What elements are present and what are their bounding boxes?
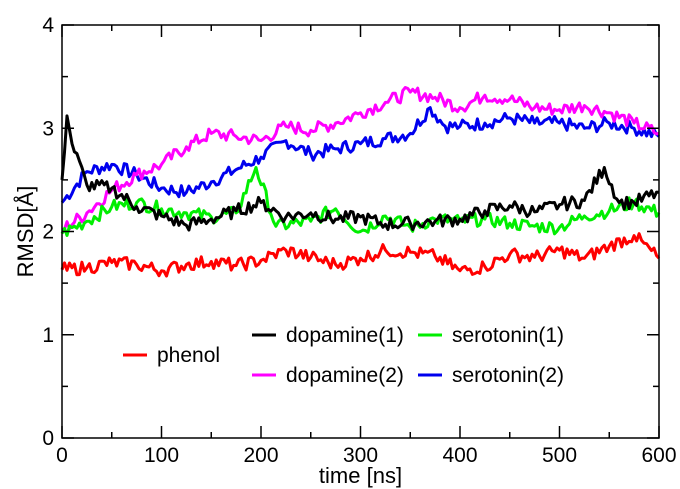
x-tick-label: 300 (343, 444, 378, 467)
series-line-dopamine-1 (60, 114, 660, 232)
x-tick-label: 600 (641, 444, 676, 467)
series-line-phenol (60, 232, 661, 278)
legend: phenol dopamine(1) serotonin(1) dopamine(2)… (123, 324, 564, 387)
legend-label-phenol: phenol (157, 344, 220, 367)
legend-label-serotonin-1: serotonin(1) (452, 324, 564, 347)
y-tick-label: 4 (42, 14, 54, 37)
axis-tick-labels: 0 100 200 300 400 500 600 0 1 2 3 4 (42, 14, 676, 467)
y-tick-label: 3 (42, 117, 54, 140)
legend-label-serotonin-2: serotonin(2) (452, 364, 564, 387)
axis-ticks (61, 24, 660, 439)
series-line-dopamine-2 (61, 86, 660, 231)
x-tick-label: 200 (243, 444, 278, 467)
legend-label-dopamine-2: dopamine(2) (286, 364, 404, 387)
plot-series-group (60, 86, 661, 278)
x-tick-label: 100 (144, 444, 179, 467)
y-tick-label: 2 (42, 221, 54, 244)
x-tick-label: 0 (56, 444, 68, 467)
y-tick-label: 0 (42, 427, 54, 450)
x-tick-label: 500 (542, 444, 577, 467)
series-line-serotonin-2 (60, 106, 660, 204)
legend-label-dopamine-1: dopamine(1) (286, 324, 404, 347)
y-axis-label: RMSD[Å] (13, 186, 38, 278)
x-axis-label: time [ns] (319, 463, 402, 488)
x-tick-label: 400 (442, 444, 477, 467)
y-tick-label: 1 (42, 324, 54, 347)
series-line-serotonin-1 (60, 166, 661, 237)
